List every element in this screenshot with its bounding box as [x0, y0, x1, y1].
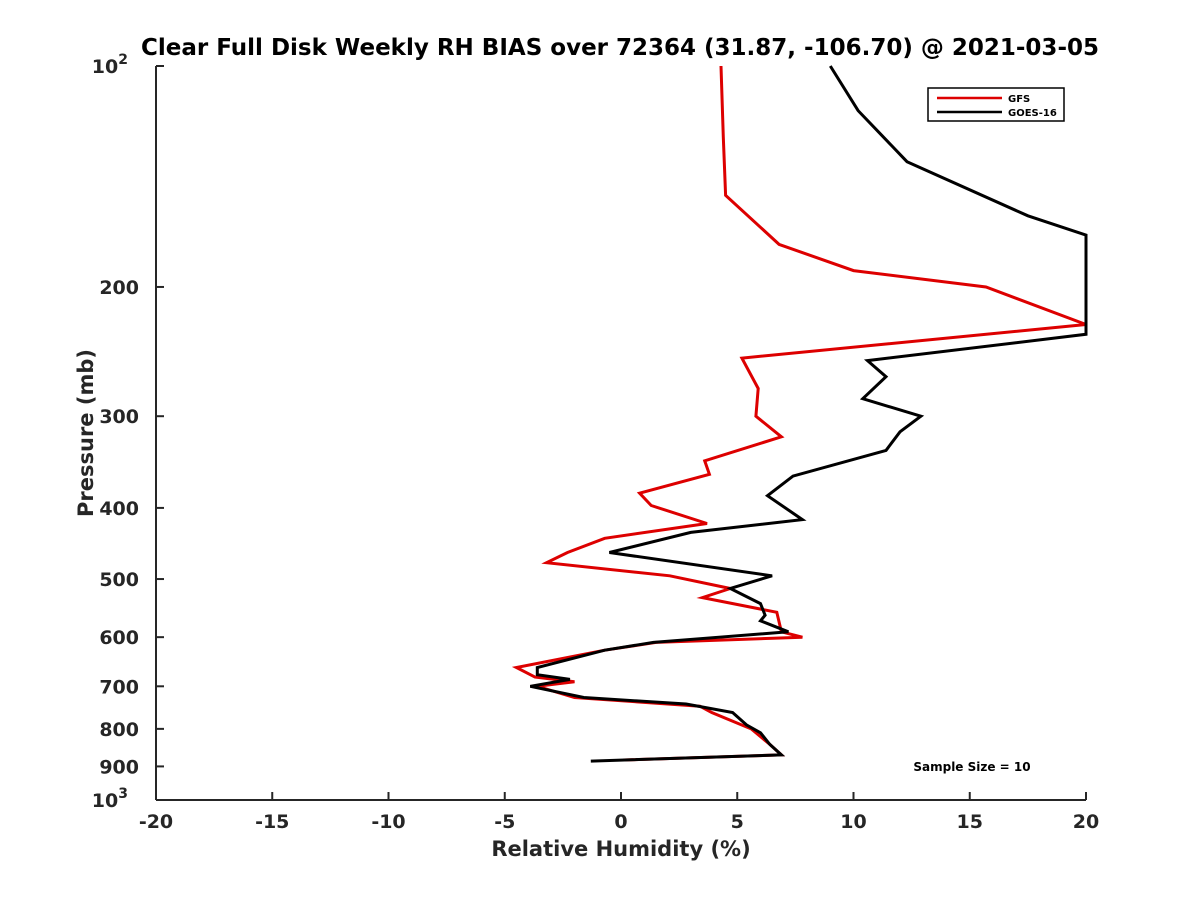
legend-label: GOES-16: [1008, 108, 1057, 119]
x-tick-label: 20: [1073, 811, 1099, 833]
x-tick-label: 15: [957, 811, 983, 833]
legend: GFS GOES-16: [927, 87, 1065, 122]
sample-size-annotation: Sample Size = 10: [913, 760, 1030, 774]
x-tick-label: -5: [494, 811, 515, 833]
x-tick-label: -15: [255, 811, 289, 833]
y-tick-label: 200: [99, 277, 139, 299]
x-axis-label: Relative Humidity (%): [491, 837, 750, 861]
legend-label: GFS: [1008, 94, 1030, 105]
chart-title: Clear Full Disk Weekly RH BIAS over 7236…: [141, 35, 1099, 61]
series-line-goes-16: [529, 65, 1088, 763]
x-tick-label: -20: [139, 811, 173, 833]
y-axis-label: Pressure (mb): [74, 349, 98, 517]
y-tick-label: 500: [99, 569, 139, 591]
y-tick-label: 700: [99, 676, 139, 698]
x-tick-label: 10: [840, 811, 866, 833]
plot-background: [156, 66, 1086, 800]
x-tick-label: -10: [371, 811, 405, 833]
y-tick-label: 102: [92, 52, 128, 78]
x-tick-label: 5: [731, 811, 744, 833]
legend-box: [927, 87, 1065, 122]
series-layer: [511, 65, 1088, 763]
y-tick-label: 600: [99, 627, 139, 649]
plot-area: [156, 66, 1086, 800]
y-tick-label: 900: [99, 756, 139, 778]
x-tick-label: 0: [614, 811, 627, 833]
x-ticks: -20 -15 -10 -5 0 5 10 15 20: [139, 792, 1099, 833]
y-tick-label: 400: [99, 498, 139, 520]
y-tick-label: 103: [92, 786, 128, 812]
y-tick-label: 300: [99, 406, 139, 428]
y-tick-label: 800: [99, 719, 139, 741]
y-ticks: 102 200 300 400 500 600 700 800 900 103: [92, 52, 164, 812]
